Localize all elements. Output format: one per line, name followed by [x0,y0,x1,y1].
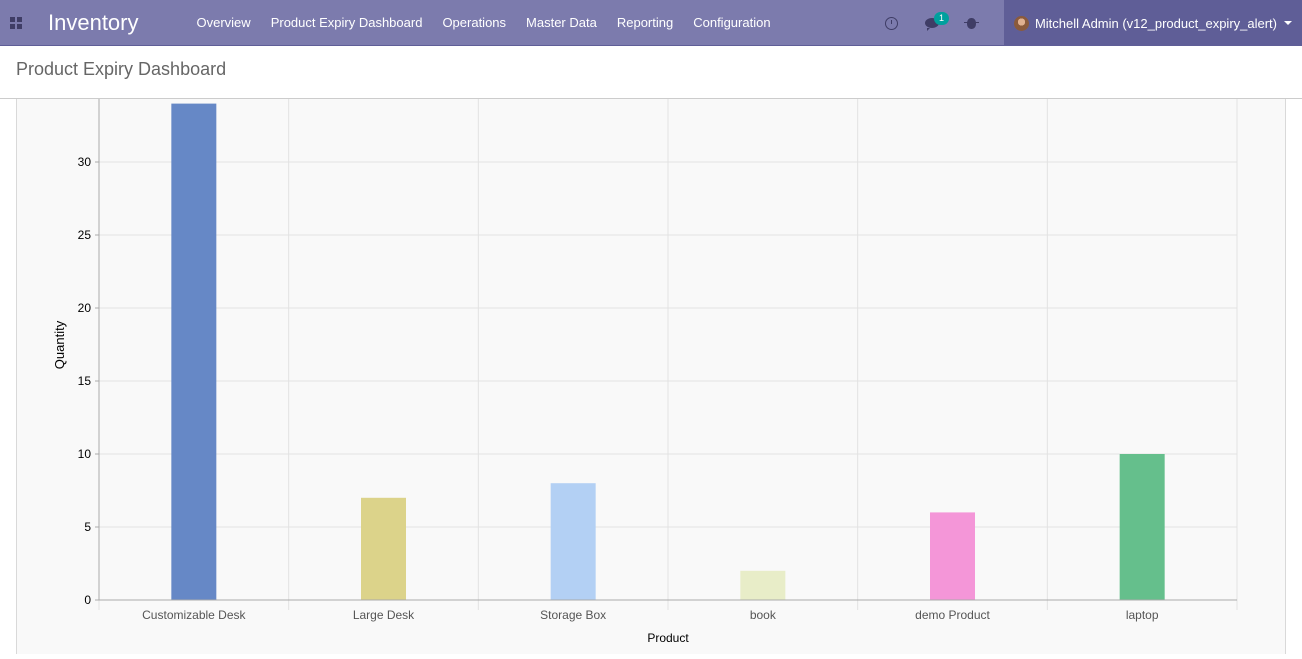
y-tick-label: 30 [78,155,92,169]
app-title[interactable]: Inventory [48,9,139,35]
x-tick-label: book [750,608,777,622]
y-tick-label: 10 [78,447,92,461]
main-menu: Overview Product Expiry Dashboard Operat… [187,0,781,46]
x-tick-label: Large Desk [353,608,415,622]
y-tick-label: 15 [78,374,92,388]
chart-panel: 0 5 10 15 20 25 30 Customizable Desk Large Desk S… [16,99,1286,654]
menu-item-overview[interactable]: Overview [196,14,251,30]
chat-icon [924,18,939,31]
bar-chart: 0 5 10 15 20 25 30 Customizable Desk Large Desk S… [52,99,1238,645]
menu-item-configuration[interactable]: Configuration [693,14,771,30]
menu-item-operations[interactable]: Operations [442,14,507,30]
bug-icon [964,17,980,29]
x-tick-label: laptop [1126,608,1159,622]
y-tick-label: 20 [78,301,92,315]
bar-book[interactable] [740,570,786,600]
bar-storage-box[interactable] [550,483,596,600]
bar-customizable-desk[interactable] [171,103,217,600]
apps-menu-icon[interactable] [0,0,32,46]
clock-icon [885,16,899,30]
bar-laptop[interactable] [1119,454,1165,600]
activity-button[interactable] [872,0,912,46]
y-tick-label: 25 [78,228,92,242]
x-axis-label: Product [647,631,689,645]
page-title: Product Expiry Dashboard [16,59,227,79]
top-navbar: Inventory Overview Product Expiry Dashbo… [0,0,1302,46]
messaging-count-badge: 1 [933,12,949,25]
debug-button[interactable] [952,0,992,46]
y-tick-label: 0 [84,593,91,607]
y-tick-label: 5 [84,520,91,534]
caret-down-icon [1284,21,1292,25]
control-panel: Product Expiry Dashboard [0,46,1302,99]
main-content: 0 5 10 15 20 25 30 Customizable Desk Large Desk S… [0,99,1302,654]
y-axis-label: Quantity [52,320,67,369]
user-menu[interactable]: Mitchell Admin (v12_product_expiry_alert… [1003,0,1302,46]
user-name: Mitchell Admin (v12_product_expiry_alert… [1034,15,1277,31]
menu-item-master-data[interactable]: Master Data [526,14,597,30]
systray: 1 Mitchell Admin (v12_product_expiry_ale… [872,0,1302,46]
messaging-button[interactable]: 1 [912,0,952,46]
menu-item-reporting[interactable]: Reporting [616,14,674,30]
bar-demo-product[interactable] [930,512,975,600]
x-tick-label: Customizable Desk [142,608,246,622]
x-tick-label: Storage Box [540,608,606,622]
x-tick-label: demo Product [915,608,990,622]
menu-item-product-expiry-dashboard[interactable]: Product Expiry Dashboard [270,14,423,30]
avatar [1013,15,1029,31]
bar-large-desk[interactable] [361,497,406,600]
